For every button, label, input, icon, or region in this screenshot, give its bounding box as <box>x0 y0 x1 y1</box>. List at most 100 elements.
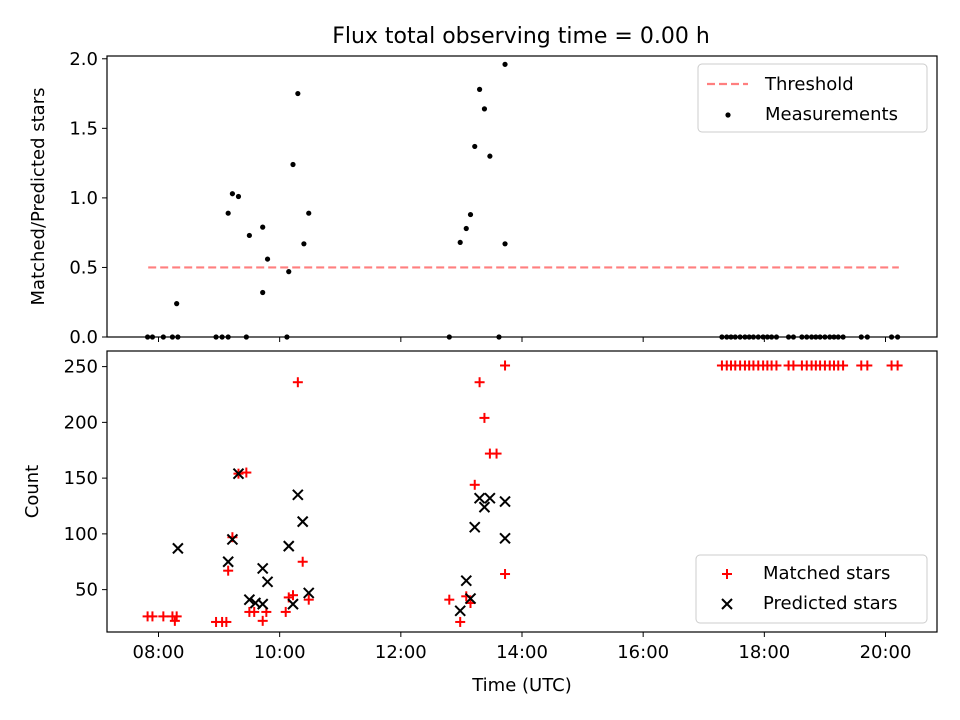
matched-star-marker <box>292 377 303 388</box>
matched-star-marker <box>169 615 180 626</box>
predicted-star-marker <box>484 492 496 504</box>
y-tick-label: 1.0 <box>69 188 98 209</box>
predicted-star-marker <box>469 521 481 533</box>
measurement-point <box>487 153 493 159</box>
predicted-star-marker <box>464 592 477 605</box>
matched-star-marker <box>500 569 511 580</box>
y-tick-label: 150 <box>64 468 98 489</box>
marker-stroke <box>287 598 299 610</box>
legend-box <box>695 554 928 624</box>
legend-predicted-label: Predicted stars <box>763 593 897 614</box>
predicted-star-marker <box>460 574 472 587</box>
marker-stroke <box>232 467 245 480</box>
y-tick-label: 50 <box>75 580 98 601</box>
matched-star-marker <box>171 611 182 622</box>
marker-stroke <box>261 576 274 588</box>
predicted-star-marker <box>283 540 295 552</box>
predicted-star-marker <box>499 495 511 508</box>
marker-stroke <box>460 574 472 587</box>
x-tick-label: 18:00 <box>738 642 790 663</box>
marker-stroke <box>499 532 511 545</box>
measurement-point <box>260 224 266 230</box>
measurement-point <box>463 225 469 232</box>
measurement-point <box>229 191 236 197</box>
marker-stroke <box>499 495 511 508</box>
marker-stroke <box>484 492 496 504</box>
matched-star-marker <box>257 615 268 626</box>
predicted-star-marker <box>232 467 245 480</box>
predicted-star-marker <box>287 598 299 610</box>
y-tick-label: 250 <box>64 357 98 378</box>
matched-star-marker <box>469 479 480 490</box>
measurement-point <box>301 241 307 247</box>
predicted-star-marker <box>256 562 269 575</box>
marker-stroke <box>292 489 304 501</box>
measurement-point <box>502 61 508 67</box>
marker-stroke <box>283 540 295 552</box>
x-tick-label: 14:00 <box>496 642 548 663</box>
marker-stroke <box>222 556 234 568</box>
marker-stroke <box>721 598 733 610</box>
y-tick-label: 100 <box>64 524 98 545</box>
marker-stroke <box>303 587 315 599</box>
measurement-point <box>476 86 483 92</box>
legend-predicted-swatch <box>721 598 733 610</box>
matched-star-marker <box>788 360 799 371</box>
matched-star-marker <box>303 594 314 605</box>
matched-star-marker <box>892 360 903 371</box>
predicted-star-marker <box>222 556 234 568</box>
matched-star-marker <box>838 360 849 371</box>
measurement-point <box>306 210 312 216</box>
y-axis-label: Matched/Predicted stars <box>28 88 49 306</box>
matched-star-marker <box>444 594 455 605</box>
marker-stroke <box>226 533 239 546</box>
marker-stroke <box>454 605 466 617</box>
measurement-point <box>260 289 266 296</box>
x-tick-label: 08:00 <box>133 642 185 663</box>
y-tick-label: 0.0 <box>69 327 98 348</box>
measurement-point <box>502 241 508 247</box>
measurement-point <box>481 106 488 112</box>
measurement-point <box>286 269 292 275</box>
predicted-star-marker <box>478 501 491 513</box>
legend: Matched stars Predicted stars <box>695 554 928 624</box>
matched-star-marker <box>500 360 511 371</box>
matched-star-marker <box>474 377 485 388</box>
x-tick-label: 10:00 <box>254 642 306 663</box>
marker-stroke <box>296 515 309 528</box>
marker-stroke <box>172 542 184 555</box>
y-tick-label: 2.0 <box>69 49 98 70</box>
matched-star-marker <box>249 606 260 617</box>
marker-stroke <box>243 593 256 606</box>
matched-star-marker <box>147 611 158 622</box>
y-tick-label: 200 <box>64 412 98 433</box>
predicted-star-marker <box>226 533 239 546</box>
measurement-point <box>290 161 296 168</box>
matched-star-marker <box>771 360 782 371</box>
matched-star-marker <box>479 412 490 423</box>
predicted-star-marker <box>303 587 315 599</box>
measurement-point <box>472 143 478 150</box>
matched-star-marker <box>158 611 169 622</box>
predicted-star-marker <box>261 576 274 588</box>
legend-matched-swatch <box>722 569 732 579</box>
matched-star-marker <box>287 590 298 601</box>
legend-box <box>697 63 928 133</box>
y-axis-label: Count <box>22 465 43 518</box>
measurement-point <box>264 256 271 262</box>
star-count-plot: 50 100 150 200 250 08:00 10:00 12:00 14:00 16:00 1… <box>22 350 938 696</box>
measurement-point <box>235 193 242 200</box>
legend-threshold-label: Threshold <box>764 74 854 95</box>
x-tick-label: 20:00 <box>860 642 912 663</box>
y-tick-label: 1.5 <box>69 118 98 139</box>
matched-star-marker <box>241 467 252 478</box>
legend: Threshold Measurements <box>697 63 928 133</box>
measurement-point <box>246 232 252 239</box>
marker-stroke <box>473 492 486 504</box>
matched-star-marker <box>491 448 502 459</box>
x-tick-label: 12:00 <box>375 642 427 663</box>
measurement-point <box>225 210 231 216</box>
measurement-point <box>174 301 180 307</box>
measurement-point <box>295 90 301 97</box>
